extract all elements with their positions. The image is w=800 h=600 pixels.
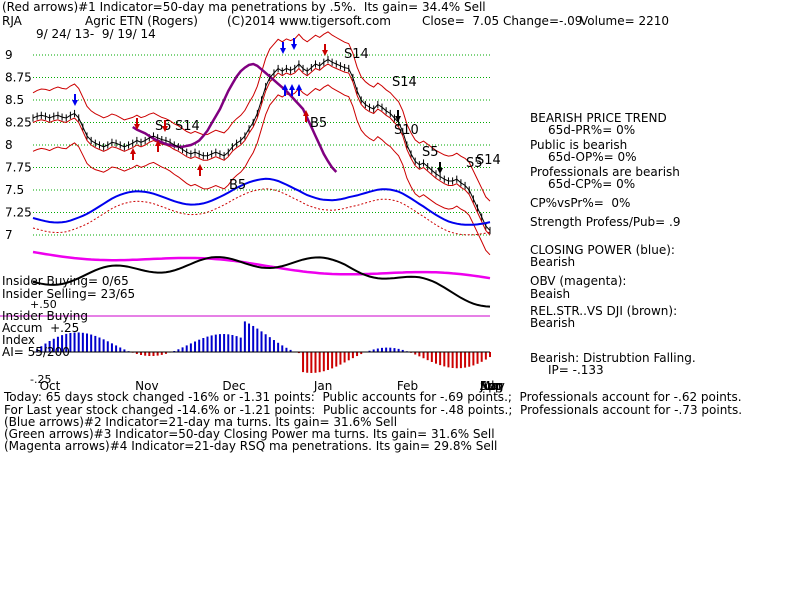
copyright-source: (C)2014 www.tigersoft.com (227, 14, 391, 28)
signal-label-9: B5 (310, 116, 327, 131)
blue-up-arrow-3 (296, 84, 302, 96)
trend-title: BEARISH PRICE TREND (530, 111, 667, 125)
obv-status: Beaish (530, 287, 571, 301)
signal-label-7: S14 (476, 153, 501, 168)
signal-label-4: S10 (394, 123, 419, 138)
blue-up-arrow-1 (282, 84, 288, 96)
lower-band-line (32, 84, 491, 256)
black-down-arrow-1 (395, 110, 401, 122)
accum-plus50: +.50 (30, 298, 57, 311)
header-indicator-1: (Red arrows)#1 Indicator=50-day ma penet… (2, 0, 486, 14)
signal-label-5: S5 (422, 145, 439, 160)
y-tick-label-6: 8.5 (5, 93, 24, 107)
footer-today: Today: 65 days stock changed -16% or -1.… (4, 390, 742, 404)
x-tick-label-8: Jun (479, 379, 499, 393)
footer-green-arrows: (Green arrows)#3 Indicator=50-day Closin… (4, 427, 495, 441)
red-down-arrow-1 (134, 118, 140, 130)
cp-value: 65d-CP%= 0% (548, 177, 636, 191)
signal-label-8: B5 (229, 178, 246, 193)
y-tick-label-1: 7.25 (5, 206, 32, 220)
blue-up-arrow-2 (289, 84, 295, 96)
black-down-arrow-2 (437, 162, 443, 174)
ticker-symbol: RJA (2, 14, 22, 28)
x-tick-label-11: Sep (480, 379, 503, 393)
footer-last-year: For Last year stock changed -14.6% or -1… (4, 403, 743, 417)
x-tick-label-9: Jul (479, 379, 494, 393)
red-up-arrow-4 (303, 110, 309, 122)
obv-label: OBV (magenta): (530, 274, 627, 288)
pr-value: 65d-PR%= 0% (548, 123, 636, 137)
strength-value: Strength Profess/Pub= .9 (530, 215, 681, 229)
red-up-arrow-1 (130, 148, 136, 160)
professionals-status: Professionals are bearish (530, 165, 680, 179)
signal-label-6: S5 (466, 156, 483, 171)
footer-blue-arrows: (Blue arrows)#2 Indicator=21-day ma turn… (4, 415, 398, 429)
y-tick-label-7: 8.75 (5, 71, 32, 85)
x-tick-label-5: Mar (480, 379, 503, 393)
upper-band-line (32, 31, 491, 202)
ma50-line (132, 62, 338, 173)
security-name: Agric ETN (Rogers) (85, 14, 198, 28)
relstr-label: REL.STR..VS DJI (brown): (530, 304, 678, 318)
signal-label-1: S14 (175, 119, 200, 134)
insider-buying-label: Insider Buying (2, 309, 88, 323)
x-tick-label-10: Aug (480, 379, 503, 393)
x-tick-label-6: Apr (480, 379, 501, 393)
y-tick-label-8: 9 (5, 48, 13, 62)
obv-line (32, 250, 491, 280)
relstr-line (32, 256, 491, 308)
y-tick-label-0: 7 (5, 228, 13, 242)
signal-label-2: S14 (344, 47, 369, 62)
blue-down-arrow-2 (280, 42, 286, 54)
close-value: Close= 7.05 (422, 14, 500, 28)
change-value: Change=-.09 (503, 14, 583, 28)
date-range: 9/ 24/ 13- 9/ 19/ 14 (36, 27, 156, 41)
accum-index-label: Accum +.25 (2, 321, 80, 335)
index-label: Index (2, 333, 36, 347)
insider-selling-count: Insider Selling= 23/65 (2, 287, 136, 301)
middle-band-line (32, 63, 491, 236)
red-down-arrow-2 (162, 120, 168, 132)
closing-power-label: CLOSING POWER (blue): (530, 243, 675, 257)
x-tick-label-2: Dec (222, 379, 245, 393)
public-status: Public is bearish (530, 138, 628, 152)
insider-buying-count: Insider Buying= 0/65 (2, 274, 129, 288)
footer-magenta-arrows: (Magenta arrows)#4 Indicator=21-day RSQ … (4, 439, 498, 453)
blue-down-arrow-1 (72, 94, 78, 106)
volume-value: Volume= 2210 (580, 14, 670, 28)
x-tick-label-4: Feb (397, 379, 418, 393)
accum-minus25: -.25 (30, 373, 52, 386)
x-tick-label-1: Nov (135, 379, 158, 393)
op-value: 65d-OP%= 0% (548, 150, 637, 164)
x-tick-label-7: May (480, 379, 505, 393)
ip-value: IP= -.133 (548, 363, 604, 377)
ai-value: AI= 55/200 (2, 345, 70, 359)
red-up-arrow-3 (197, 164, 203, 176)
y-tick-label-2: 7.5 (5, 183, 24, 197)
blue-down-arrow-3 (291, 38, 297, 50)
cpvspr-value: CP%vsPr%= 0% (530, 196, 631, 210)
y-tick-label-4: 8 (5, 138, 13, 152)
red-up-arrow-2 (155, 140, 161, 152)
relstr-status: Bearish (530, 316, 576, 330)
x-tick-label-0: Oct (40, 379, 61, 393)
red-down-arrow-3 (322, 44, 328, 56)
accum-status: Bearish: Distrubtion Falling. (530, 351, 696, 365)
y-tick-label-3: 7.75 (5, 161, 32, 175)
closing-power-status: Bearish (530, 255, 576, 269)
closing-power-line (32, 177, 491, 226)
signal-label-3: S14 (392, 75, 417, 90)
price-line (32, 58, 491, 231)
x-tick-label-3: Jan (313, 379, 333, 393)
y-tick-label-5: 8.25 (5, 116, 32, 130)
